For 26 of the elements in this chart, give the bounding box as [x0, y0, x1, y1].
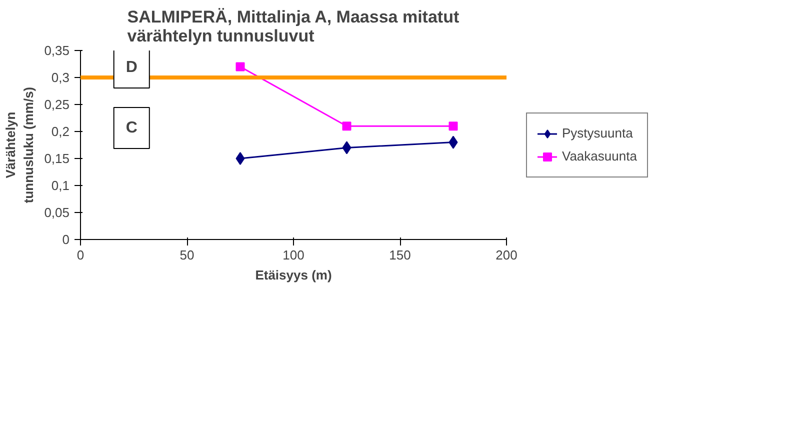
x-tick-label: 100: [282, 248, 304, 262]
legend-label: Pystysuunta: [562, 126, 633, 140]
y-tick-label: 0,1: [51, 178, 70, 193]
x-tick-label: 150: [389, 248, 411, 262]
x-axis-title: Etäisyys (m): [255, 268, 332, 282]
y-axis-title: Värähtelyn tunnusluku (mm/s): [3, 86, 36, 204]
annotation: D: [126, 59, 138, 76]
annotation: C: [126, 119, 138, 136]
point: [342, 141, 352, 154]
point: [236, 152, 245, 165]
x-tick-label: 200: [496, 248, 518, 262]
y-tick-label: 0,05: [44, 205, 70, 220]
point: [342, 122, 352, 131]
y-tick-label: 0,25: [44, 97, 70, 112]
point: [448, 122, 458, 131]
y-tick-label: 0,3: [51, 70, 70, 85]
legend-label: Vaakasuunta: [562, 148, 637, 164]
x-tick-label: 50: [180, 248, 194, 262]
y-tick-label: 0,15: [44, 151, 70, 166]
y-tick-label: 0,35: [44, 43, 70, 58]
chart-title: SALMIPERÄ, Mittalinja A, Maassa mitatut värähtelyn tunnusluvut: [127, 8, 460, 46]
y-tick-label: 0,2: [51, 124, 70, 139]
point: [448, 136, 458, 149]
y-tick-label: 0: [62, 232, 70, 247]
point: [236, 62, 245, 72]
x-tick-label: 0: [76, 248, 84, 262]
